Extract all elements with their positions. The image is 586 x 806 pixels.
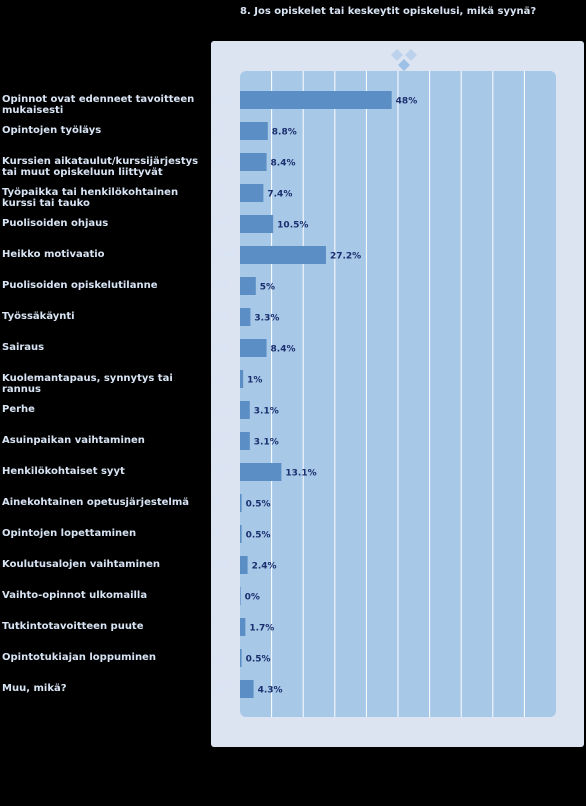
bar-value-label: 3.1% [254,407,279,417]
bar [240,680,254,698]
bar-value-label: 8.4% [271,159,296,169]
panel-logo [391,49,417,71]
bar-value-label: 7.4% [267,190,292,200]
bar-value-label: 2.4% [252,562,277,572]
bar [240,215,274,233]
category-label: Opintojen työläys [2,125,102,136]
category-label: Asuinpaikan vaihtaminen [2,435,145,446]
count-label: 13 [214,435,228,446]
bar-value-label: 27.2% [330,252,361,262]
bar [240,432,250,450]
bar-value-label: 10.5% [277,221,308,231]
logo-diamond-left [391,49,403,61]
bar-value-label: 3.1% [254,438,279,448]
count-label: 13 [214,404,228,415]
bar [240,401,250,419]
bar [240,91,392,109]
count-label: 55 [214,466,228,477]
bars-group: 48% 8.8% 8.4% 7.4% 10.5% 27.2% 5% 3.3% 8.4% 1% 3.1… [240,91,417,698]
count-label: 35 [214,156,228,167]
bar [240,618,246,636]
category-label: Opintojen lopettaminen [2,528,137,539]
count-label: 2 [214,528,221,539]
bar-value-label: 13.1% [285,469,316,479]
category-label: Työpaikka tai henkilökohtainen kurssi ta… [2,187,179,209]
count-label: 2 [214,652,221,663]
category-label: Kuolemantapaus, synnytys tai rannus [2,373,173,395]
count-label: 14 [214,311,228,322]
bar-value-label: 8.4% [271,345,296,355]
bar [240,246,326,264]
count-label: 7 [214,621,221,632]
bar [240,494,242,512]
count-label: 44 [214,218,228,229]
logo-diamond-bottom [398,59,410,71]
bar-value-label: 0.5% [246,531,271,541]
bar-value-label: 4.3% [258,686,283,696]
category-label: Ainekohtainen opetusjärjestelmä [2,497,189,508]
category-label: Heikko motivaatio [2,249,105,260]
category-label: Opintotukiajan loppuminen [2,652,156,663]
count-label: 31 [214,187,228,198]
bar-value-label: 5% [260,283,275,293]
bar [240,370,244,388]
count-label: 2 [214,497,221,508]
bar [240,184,264,202]
logo-diamond-right [405,49,417,61]
count-label: 114 [214,249,235,260]
bar [240,463,282,481]
chart-title: 8. Jos opiskelet tai keskeytit opiskelus… [240,6,537,17]
bar-value-label: 1% [247,376,262,386]
bar-value-label: 3.3% [254,314,279,324]
category-label: Muu, mikä? [2,683,67,694]
category-label: Koulutusalojen vaihtaminen [2,559,161,570]
chart-svg: 48% 8.8% 8.4% 7.4% 10.5% 27.2% 5% 3.3% 8.4% 1% 3.1… [240,49,556,717]
category-label: Työssäkäynti [2,311,75,322]
count-label: 10 [214,559,228,570]
bar [240,587,241,605]
category-label: Kurssien aikataulut/kurssijärjestys tai … [2,156,199,178]
grid-lines [271,71,525,717]
category-label: Vaihto-opinnot ulkomailla [2,590,148,601]
bar-value-label: 0.5% [246,500,271,510]
bar-value-label: 0.5% [246,655,271,665]
count-label: 4 [214,373,221,384]
category-label: Henkilökohtaiset syyt [2,466,125,477]
bar [240,339,267,357]
bar [240,308,251,326]
bar [240,277,256,295]
count-label: 37 [214,125,228,136]
category-label: Opinnot ovat edenneet tavoitteen mukaise… [2,94,195,116]
category-label: Puolisoiden opiskelutilanne [2,280,158,291]
count-label: 18 [214,683,228,694]
bar-value-label: 1.7% [249,624,274,634]
bar [240,556,248,574]
bar [240,153,267,171]
category-label: Perhe [2,404,35,415]
category-label: Sairaus [2,342,45,353]
bar [240,525,242,543]
bar [240,122,268,140]
bar-value-label: 48% [396,97,418,107]
bar-value-label: 0% [245,593,260,603]
category-label: Tutkintotavoitteen puute [2,621,144,632]
bar-value-label: 8.8% [272,128,297,138]
bar [240,649,242,667]
category-label: Puolisoiden ohjaus [2,218,109,229]
count-label: 21 [214,280,228,291]
chart-panel: 48% 8.8% 8.4% 7.4% 10.5% 27.2% 5% 3.3% 8.4% 1% 3.1… [211,41,584,747]
count-label: 201 [214,94,235,105]
count-label: 35 [214,342,228,353]
